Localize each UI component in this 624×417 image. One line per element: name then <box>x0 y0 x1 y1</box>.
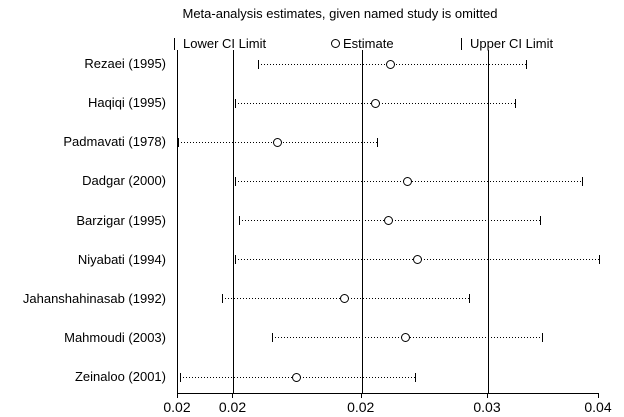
estimate-marker <box>403 176 413 186</box>
estimate-marker <box>273 137 282 147</box>
x-axis-tick <box>360 393 362 398</box>
study-label: Niyabati (1994) <box>77 251 166 267</box>
study-label: Mahmoudi (2003) <box>64 329 166 345</box>
legend-label-estimate: Estimate <box>343 36 394 51</box>
x-axis-tick-label: 0.04 <box>584 399 612 415</box>
lower-ci-bracket <box>179 372 181 382</box>
estimate-marker <box>339 294 349 304</box>
upper-ci-bracket <box>541 333 543 343</box>
upper-ci-bracket <box>514 98 516 108</box>
study-label: Haqiqi (1995) <box>87 95 166 111</box>
study-label: Zeinaloo (2001) <box>74 369 166 384</box>
legend-label-upper-ci: Upper CI Limit <box>470 36 554 51</box>
study-label: Padmavati (1978) <box>63 134 166 150</box>
study-label: Dadgar (2000) <box>82 173 166 189</box>
study-label: Jahanshahinasab (1992) <box>22 290 166 306</box>
lower-ci-bracket <box>239 216 241 225</box>
upper-ci-bracket <box>377 137 379 147</box>
estimate-circle-icon <box>331 39 340 48</box>
study-label: Barzigar (1995) <box>76 212 166 228</box>
upper-ci-bracket <box>581 176 583 186</box>
x-axis-tick-label: 0.02 <box>218 399 247 415</box>
x-axis-tick-label: 0.03 <box>473 399 501 415</box>
legend-label-lower-ci: Lower CI Limit <box>183 36 267 51</box>
study-label: Rezaei (1995) <box>84 56 166 71</box>
estimate-marker <box>401 333 411 343</box>
estimate-marker <box>384 216 393 225</box>
legend-item-lower-ci: Lower CI Limit <box>174 36 266 51</box>
lower-ci-bracket <box>178 137 179 147</box>
legend-item-estimate: Estimate <box>331 36 394 51</box>
x-axis-tick-label: 0.02 <box>163 399 191 415</box>
estimate-marker <box>385 59 395 69</box>
plot-area <box>177 50 600 394</box>
ci-bar-icon <box>174 37 175 50</box>
x-axis-tick <box>598 393 599 398</box>
chart-title: Meta-analysis estimates, given named stu… <box>182 6 498 21</box>
lower-ci-bracket <box>235 176 237 186</box>
lower-ci-bracket <box>271 333 273 343</box>
study-labels-column: Rezaei (1995) Haqiqi (1995) Padmavati (197… <box>0 50 170 393</box>
legend-item-upper-ci: Upper CI Limit <box>461 36 553 51</box>
x-axis-tick <box>487 393 488 398</box>
upper-ci-bracket <box>539 216 541 225</box>
upper-ci-bracket <box>468 294 470 304</box>
upper-ci-bracket <box>599 255 600 265</box>
pooled-reference-gridline <box>361 50 363 393</box>
lower-ci-bracket <box>235 98 237 108</box>
pooled-reference-gridline <box>488 50 489 393</box>
ci-bar-icon <box>461 37 462 50</box>
pooled-reference-gridline <box>233 50 235 393</box>
lower-ci-bracket <box>222 294 223 304</box>
upper-ci-bracket <box>526 59 528 69</box>
estimate-marker <box>412 255 422 265</box>
lower-ci-bracket <box>235 255 237 265</box>
lower-ci-bracket <box>258 59 260 69</box>
x-axis-tick <box>177 393 178 398</box>
x-axis-tick-label: 0.02 <box>347 399 375 415</box>
estimate-marker <box>370 98 380 108</box>
upper-ci-bracket <box>415 372 417 382</box>
x-axis: 0.02 0.02 0.02 0.03 0.04 <box>163 393 612 417</box>
x-axis-tick <box>232 393 234 398</box>
estimate-marker <box>292 372 302 382</box>
